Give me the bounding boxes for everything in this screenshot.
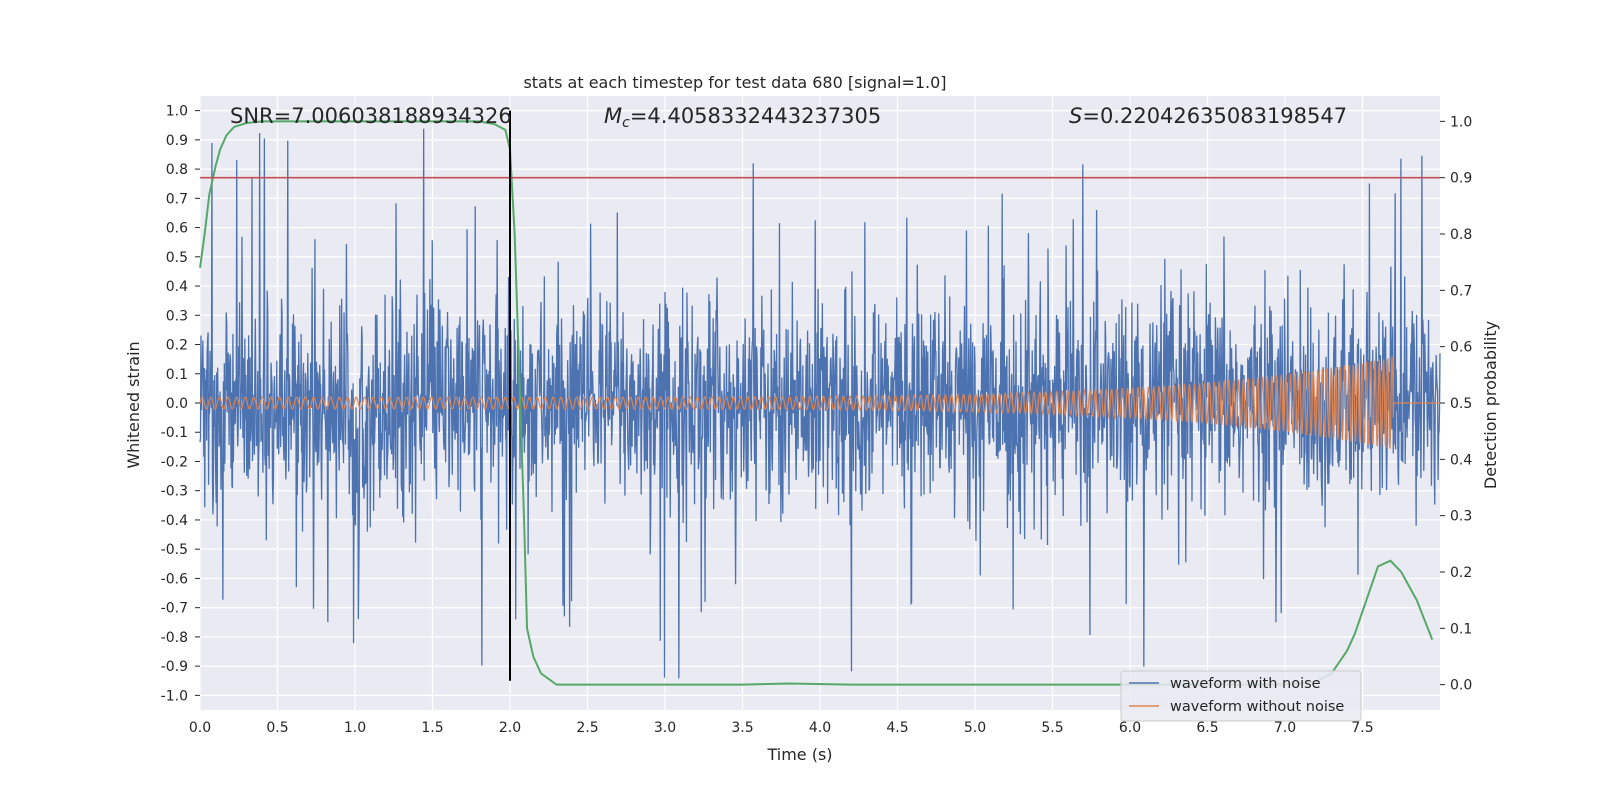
x-axis-ticks: 0.0 0.5 1.0 1.5 2.0 2.5 3.0 3.5 4.0 4.5 5.0 5.5 6.0 6… [189,720,1374,736]
overlay-lines [200,110,1440,681]
x-tick-label: 6.5 [1196,720,1218,736]
x-tick-label: 1.0 [344,720,366,736]
y-axis-right-ticks: 1.0 0.9 0.8 0.7 0.6 0.5 0.4 0.3 0.2 0.1 0.0 [1440,114,1472,694]
y-axis-left-ticks: 1.0 0.9 0.8 0.7 0.6 0.5 0.4 0.3 0.2 0.1 0.0 -0.1 -0.… [161,104,200,704]
noise-waveform-line [199,128,1441,679]
legend: waveform with noise waveform without noi… [1120,670,1362,722]
y-left-tick-label: 0.6 [166,221,188,237]
y-axis-left-label: Whitened strain [124,341,143,468]
legend-label-waveform-with-noise: waveform with noise [1170,676,1321,692]
chirp-mass-annotation: Mc=4.4058332443237305 [604,104,881,131]
y-left-tick-label: -0.3 [161,484,188,500]
y-right-tick-label: 1.0 [1450,114,1472,130]
y-left-tick-label: -0.9 [161,659,188,675]
x-tick-label: 7.5 [1351,720,1373,736]
x-tick-label: 1.5 [421,720,443,736]
y-right-tick-label: 0.0 [1450,678,1472,694]
x-tick-label: 0.0 [189,720,211,736]
series-waveform-with-noise [199,128,1441,679]
y-left-tick-label: -0.4 [161,513,188,529]
y-left-tick-label: 0.1 [166,367,188,383]
chirp-mass-subscript: c [622,115,630,131]
y-left-tick-label: -0.8 [161,630,188,646]
spin-symbol: S [1069,104,1082,128]
x-tick-label: 5.5 [1041,720,1063,736]
y-left-tick-label: 0.0 [166,396,188,412]
x-tick-label: 6.0 [1119,720,1141,736]
chirp-mass-symbol: M [604,104,622,128]
y-left-tick-label: 0.2 [166,338,188,354]
x-tick-label: 2.0 [499,720,521,736]
y-left-tick-label: 0.4 [166,279,188,295]
y-left-tick-label: 0.8 [166,162,188,178]
y-right-tick-label: 0.8 [1450,227,1472,243]
y-left-tick-label: 0.5 [166,250,188,266]
y-left-tick-label: 0.7 [166,191,188,207]
y-left-tick-label: -0.1 [161,425,188,441]
series-waveform-without-noise [199,356,1440,449]
x-tick-label: 2.5 [576,720,598,736]
y-right-tick-label: 0.5 [1450,396,1472,412]
y-right-tick-label: 0.6 [1450,340,1472,356]
y-right-tick-label: 0.3 [1450,509,1472,525]
x-tick-label: 4.5 [886,720,908,736]
legend-label-waveform-without-noise: waveform without noise [1170,699,1344,715]
y-right-tick-label: 0.1 [1450,621,1472,637]
y-right-tick-label: 0.4 [1450,452,1472,468]
spin-annotation: S=0.22042635083198547 [1069,104,1347,128]
plot-area [199,96,1441,710]
y-left-tick-label: 0.3 [166,308,188,324]
x-axis-label: Time (s) [766,745,832,764]
x-tick-label: 7.0 [1274,720,1296,736]
chirp-mass-value: =4.4058332443237305 [630,104,881,128]
x-tick-label: 0.5 [266,720,288,736]
y-left-tick-label: -0.7 [161,601,188,617]
y-left-tick-label: -0.5 [161,542,188,558]
series-detection-probability [199,120,1434,686]
y-right-tick-label: 0.7 [1450,283,1472,299]
y-left-tick-label: -1.0 [161,688,188,704]
y-right-tick-label: 0.2 [1450,565,1472,581]
chart-title: stats at each timestep for test data 680… [523,73,946,92]
y-right-tick-label: 0.9 [1450,171,1472,187]
y-left-tick-label: 1.0 [166,104,188,120]
y-left-tick-label: -0.6 [161,571,188,587]
legend-frame [1120,670,1362,722]
x-tick-label: 5.0 [964,720,986,736]
clean-waveform-line [199,356,1440,449]
y-left-tick-label: 0.9 [166,133,188,149]
spin-value: =0.22042635083198547 [1082,104,1347,128]
snr-annotation: SNR=7.006038188934326 [230,104,512,128]
x-tick-label: 3.0 [654,720,676,736]
y-left-tick-label: -0.2 [161,454,188,470]
x-tick-label: 4.0 [809,720,831,736]
x-tick-label: 3.5 [731,720,753,736]
detection-probability-line [199,120,1434,686]
y-axis-right-label: Detection probability [1481,321,1500,489]
